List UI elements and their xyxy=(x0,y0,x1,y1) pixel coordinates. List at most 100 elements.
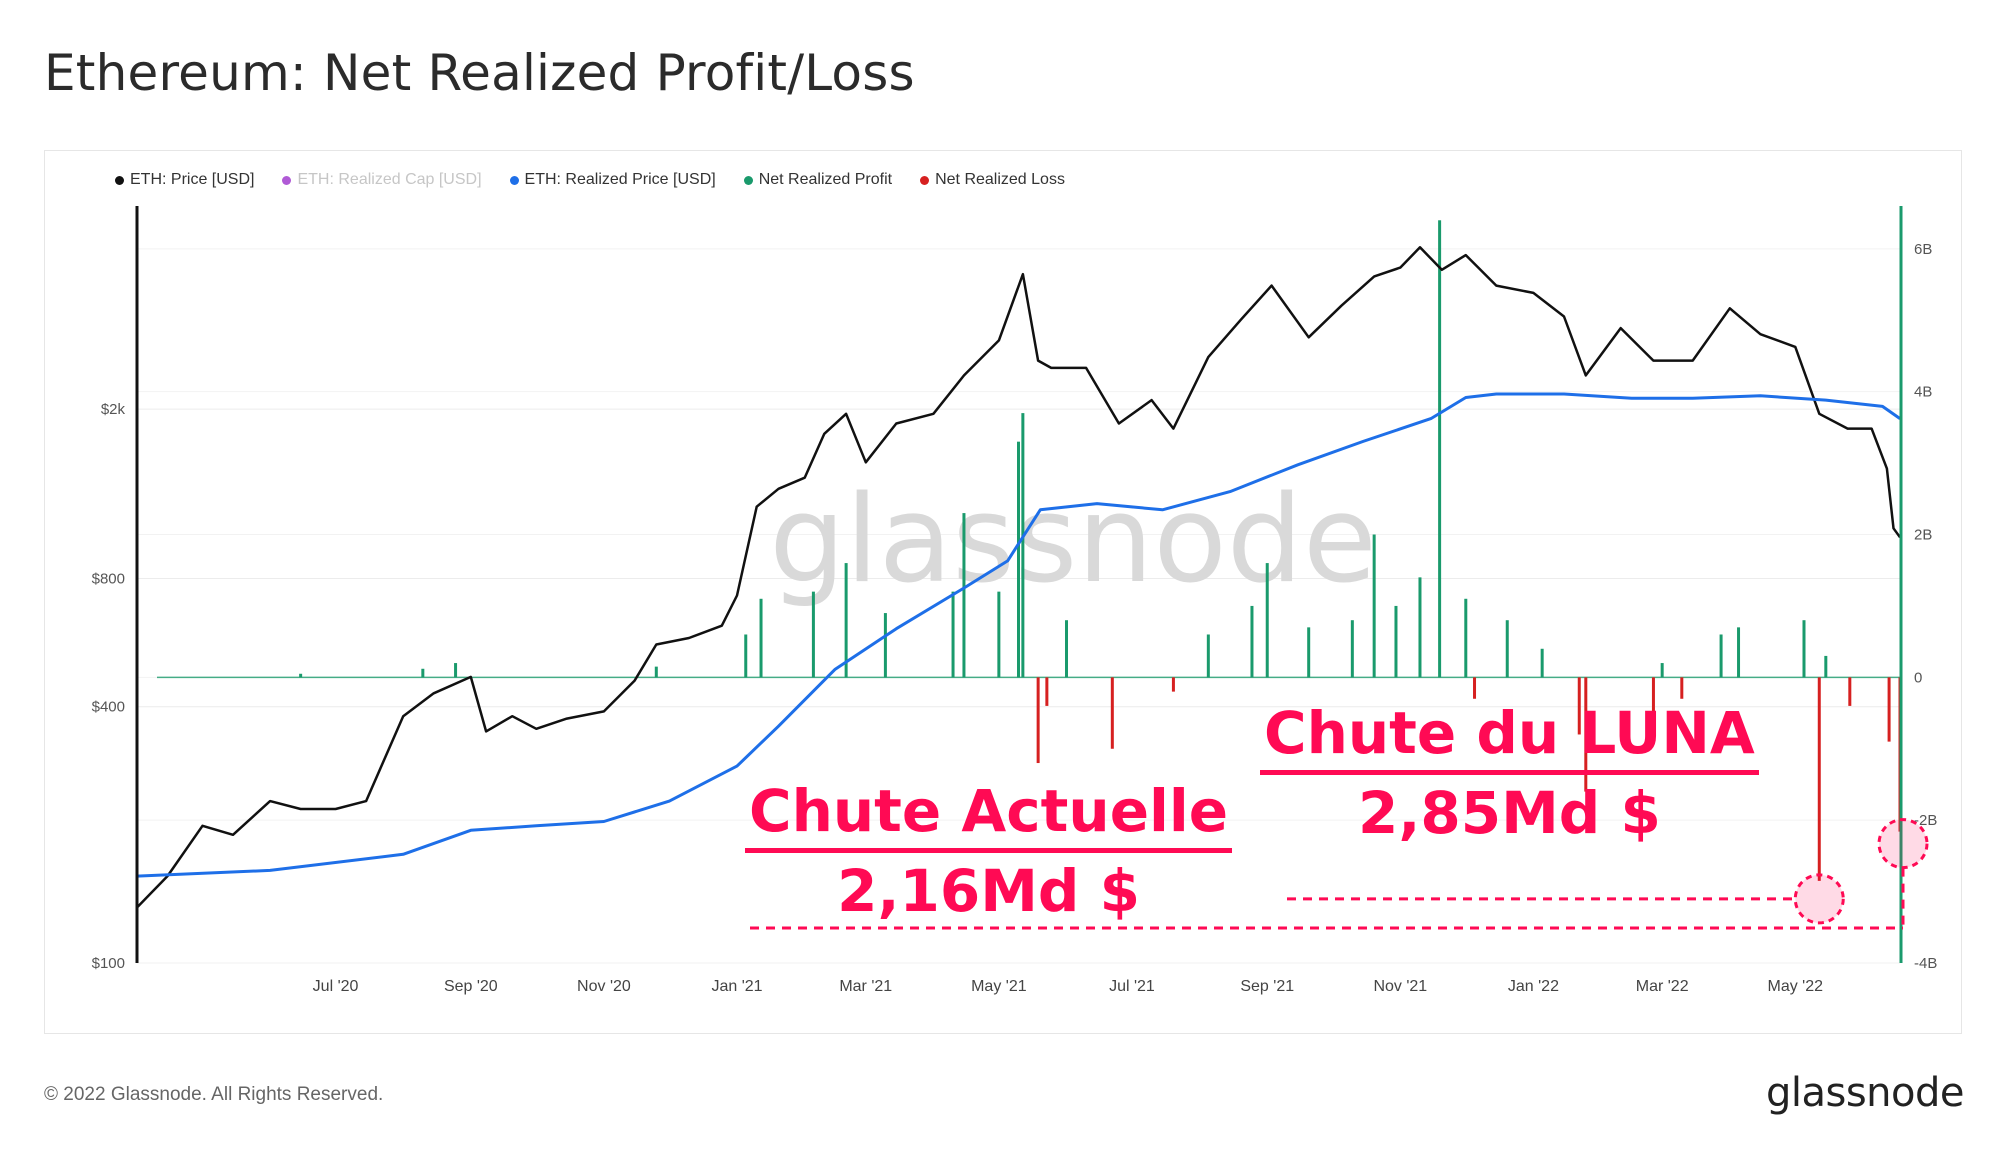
bar-mark xyxy=(759,598,763,678)
legend-dot-icon xyxy=(282,175,292,185)
legend-item-realized-price[interactable]: ETH: Realized Price [USD] xyxy=(509,171,716,189)
bar-mark xyxy=(1350,620,1354,678)
bar-mark xyxy=(1680,677,1684,699)
page-title: Ethereum: Net Realized Profit/Loss xyxy=(44,44,915,102)
legend-label: Net Realized Loss xyxy=(935,171,1065,188)
annotation-luna-value: 2,85Md $ xyxy=(1357,778,1661,847)
y-right-tick-label: 6B xyxy=(1914,241,1932,258)
annotation-current: Chute Actuelle 2,16Md $ xyxy=(745,781,1233,925)
x-tick-label: Mar '22 xyxy=(1636,978,1689,995)
bar-mark xyxy=(1802,620,1806,678)
axes-group xyxy=(135,206,1903,963)
bar-mark xyxy=(1817,677,1821,881)
bar-mark xyxy=(1418,577,1422,678)
bar-mark xyxy=(1577,677,1581,735)
bar-mark xyxy=(951,591,955,678)
bar-mark xyxy=(1021,413,1025,678)
x-tick-label: Jan '21 xyxy=(711,978,762,995)
y-right-tick-label: 2B xyxy=(1914,527,1932,544)
bar-mark xyxy=(1110,677,1114,749)
x-tick-label: Jul '21 xyxy=(1109,978,1155,995)
legend-item-realized-cap[interactable]: ETH: Realized Cap [USD] xyxy=(282,171,482,189)
x-tick-label: Nov '20 xyxy=(577,978,631,995)
annotation-luna: Chute du LUNA 2,85Md $ xyxy=(1260,703,1759,844)
bar-mark xyxy=(1584,677,1588,792)
legend-dot-icon xyxy=(920,175,930,185)
chart-legend: ETH: Price [USD] ETH: Realized Cap [USD]… xyxy=(115,171,1065,189)
y-right-tick-label: -4B xyxy=(1914,955,1937,972)
bar-mark xyxy=(654,666,658,678)
legend-item-net-realized-loss[interactable]: Net Realized Loss xyxy=(920,171,1065,189)
bar-mark xyxy=(1045,677,1049,706)
luna-highlight-circle xyxy=(1793,873,1845,925)
y-right-tick-label: 0 xyxy=(1914,669,1922,686)
legend-dot-icon xyxy=(743,175,753,185)
legend-dot-icon xyxy=(115,175,124,185)
bar-mark xyxy=(1651,677,1655,714)
annotation-shapes xyxy=(750,818,1929,930)
x-tick-label: May '22 xyxy=(1768,978,1824,995)
bar-mark xyxy=(997,591,1001,678)
legend-label: ETH: Realized Price [USD] xyxy=(524,171,716,188)
legend-dot-icon xyxy=(509,175,519,185)
y-left-tick-label: $400 xyxy=(92,699,125,716)
bar-mark xyxy=(1017,441,1020,678)
brand-logo[interactable]: glassnode xyxy=(1765,1070,1965,1116)
bar-mark xyxy=(1206,634,1210,678)
bar-mark xyxy=(1719,634,1723,678)
legend-item-net-realized-profit[interactable]: Net Realized Profit xyxy=(743,171,893,189)
x-tick-label: Jul '20 xyxy=(313,978,359,995)
y-left-tick-label: $800 xyxy=(92,571,125,588)
chart-canvas: glassnode $100 $400 $800 $2k 6B 4B 2B 0 -2B -4B Ju… xyxy=(92,206,1938,995)
copyright: © 2022 Glassnode. All Rights Reserved. xyxy=(44,1084,384,1105)
bar-mark xyxy=(299,673,303,678)
bar-mark xyxy=(883,613,887,678)
annotation-luna-head: Chute du LUNA xyxy=(1260,703,1759,775)
bar-mark xyxy=(1438,220,1442,678)
x-tick-label: May '21 xyxy=(971,978,1027,995)
bar-mark xyxy=(1171,677,1175,692)
bar-mark xyxy=(1265,563,1269,678)
x-tick-label: Sep '20 xyxy=(444,978,498,995)
bar-mark xyxy=(1505,620,1509,678)
bar-mark xyxy=(962,513,966,678)
series-line xyxy=(136,392,1901,878)
y-left-tick-label: $2k xyxy=(101,401,126,418)
legend-label: ETH: Realized Cap [USD] xyxy=(297,171,482,188)
legend-item-eth-price[interactable]: ETH: Price [USD] xyxy=(115,171,254,189)
bar-mark xyxy=(1065,620,1069,678)
current-highlight-circle xyxy=(1877,818,1929,870)
y-right-tick-label: -2B xyxy=(1914,812,1937,829)
lines-group xyxy=(136,246,1902,909)
series-line xyxy=(136,246,1902,909)
bar-mark xyxy=(1848,677,1852,706)
bar-mark xyxy=(1887,677,1891,742)
bar-mark xyxy=(1824,655,1828,678)
x-tick-label: Mar '21 xyxy=(839,978,892,995)
x-tick-label: Jan '22 xyxy=(1508,978,1559,995)
bar-mark xyxy=(1372,534,1376,678)
bar-mark xyxy=(1473,677,1477,699)
chart-panel: ETH: Price [USD] ETH: Realized Cap [USD]… xyxy=(44,150,1962,1034)
bar-mark xyxy=(744,634,748,678)
x-tick-label: Nov '21 xyxy=(1373,978,1427,995)
bar-mark xyxy=(454,663,458,678)
y-right-tick-label: 4B xyxy=(1914,384,1932,401)
tick-labels: $100 $400 $800 $2k 6B 4B 2B 0 -2B -4B Jul '20 Sep '… xyxy=(92,241,1938,995)
bar-mark xyxy=(1464,598,1468,678)
bar-mark xyxy=(1540,648,1544,678)
bar-mark xyxy=(1394,605,1398,678)
bar-mark xyxy=(421,668,425,678)
x-tick-label: Sep '21 xyxy=(1240,978,1294,995)
bar-mark xyxy=(1250,605,1254,678)
bar-mark xyxy=(1660,663,1664,678)
bar-mark xyxy=(1307,627,1311,678)
annotation-current-value: 2,16Md $ xyxy=(837,856,1140,925)
y-left-tick-label: $100 xyxy=(92,955,125,972)
bar-mark xyxy=(811,591,815,678)
bar-mark xyxy=(844,563,848,678)
annotation-current-head: Chute Actuelle xyxy=(745,781,1233,853)
watermark: glassnode xyxy=(769,471,1377,610)
bar-mark xyxy=(1737,627,1741,678)
legend-label: Net Realized Profit xyxy=(758,171,893,188)
